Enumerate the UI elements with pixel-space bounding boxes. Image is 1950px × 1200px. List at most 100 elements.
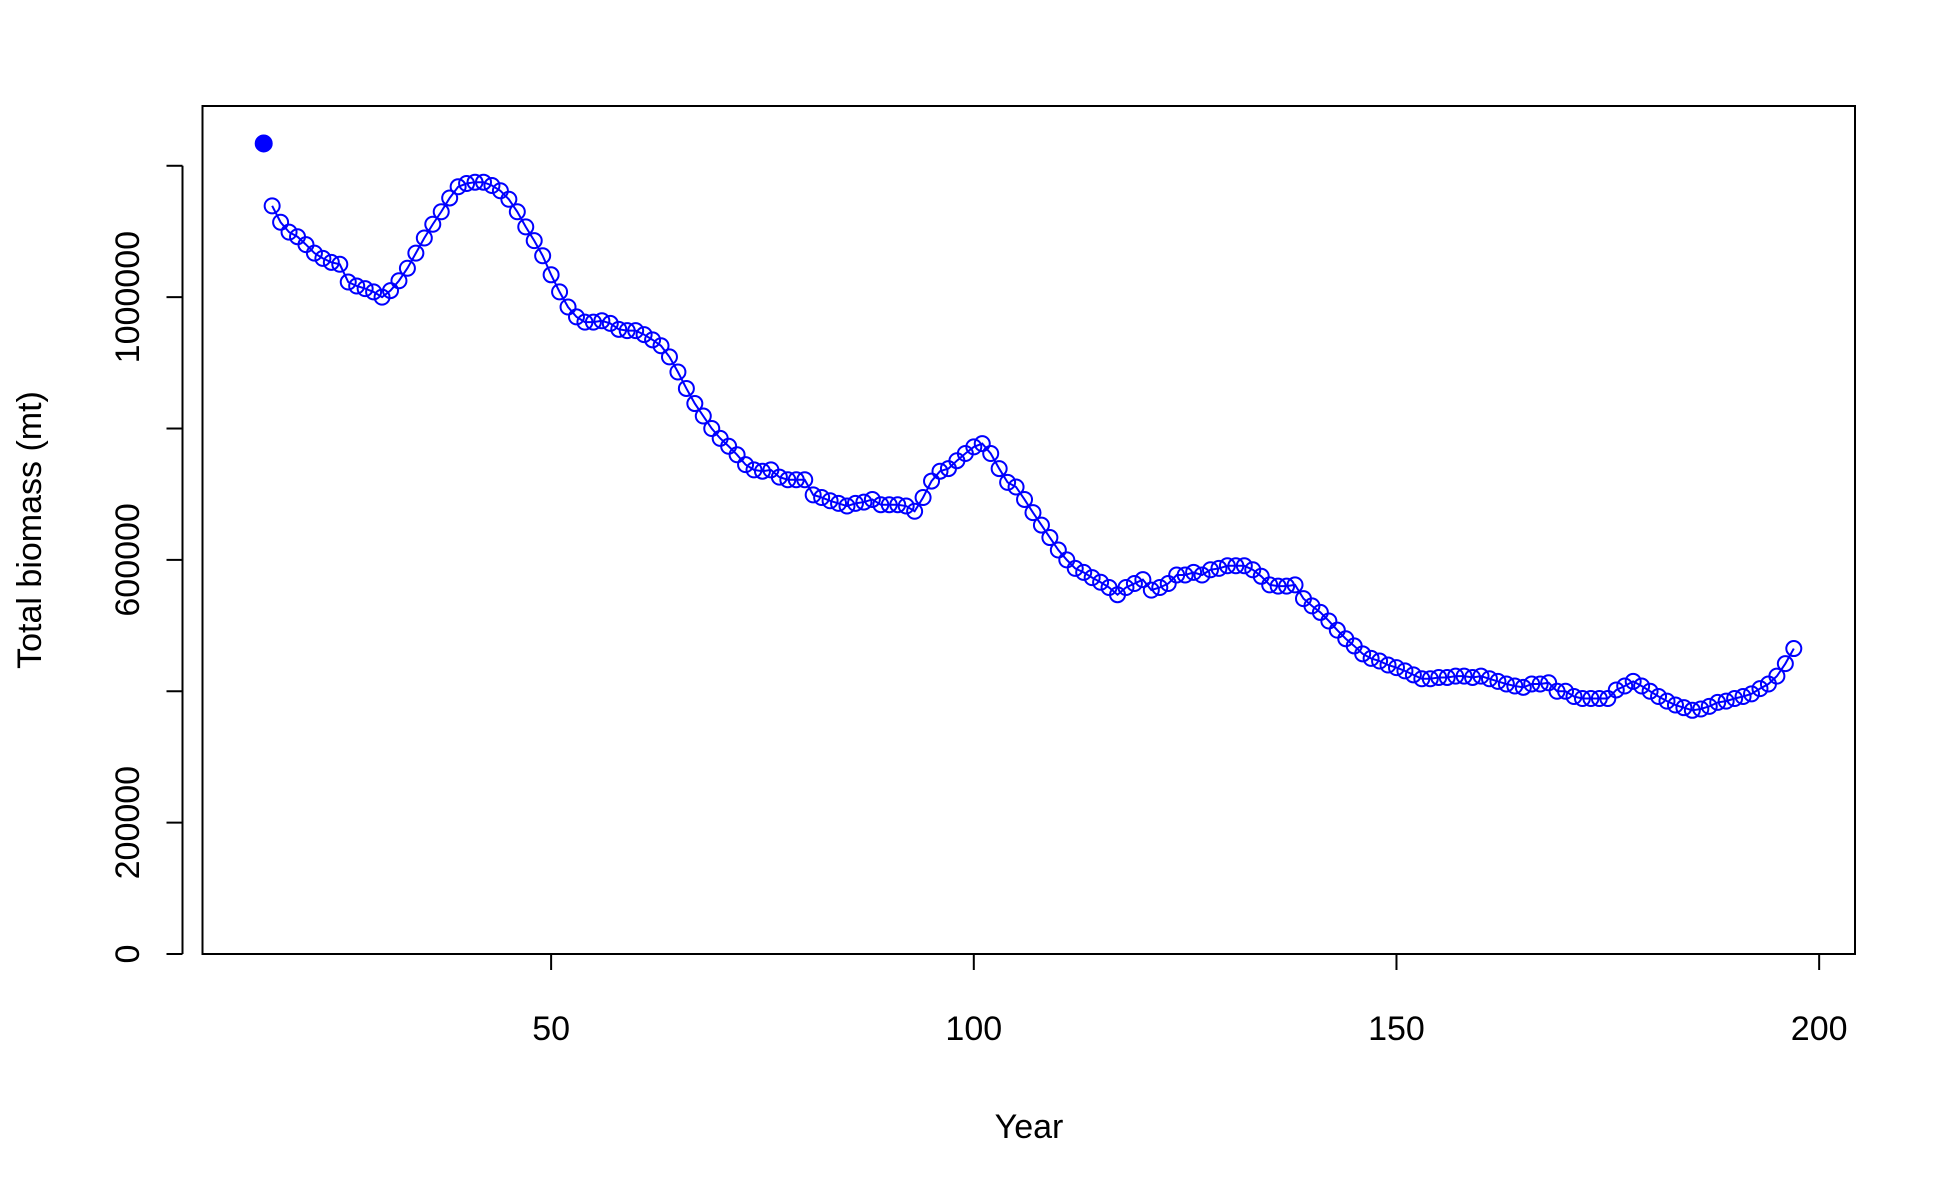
point [1734,688,1752,706]
point [914,488,932,506]
point [272,213,290,231]
x-axis-label: Year [995,1108,1064,1146]
point [1599,689,1617,707]
point [263,197,281,215]
point [931,462,949,480]
point [635,326,653,344]
point [601,314,619,332]
point [1480,670,1498,688]
point [1379,656,1397,674]
point [567,308,585,326]
point [610,320,628,338]
point [339,273,357,291]
point [1159,575,1177,593]
point [1396,662,1414,680]
point [821,492,839,510]
point [813,488,831,506]
point [559,298,577,316]
point [1151,578,1169,596]
point [906,502,924,520]
point [838,497,856,515]
point [1607,681,1625,699]
point [1464,668,1482,686]
point [770,468,788,486]
point [923,472,941,490]
point [1616,677,1634,695]
point [1075,563,1093,581]
point [745,461,763,479]
point [1658,692,1676,710]
point [1092,573,1110,591]
point [1447,667,1465,685]
point [1413,670,1431,688]
point [305,244,323,262]
point [1455,667,1473,685]
point [365,283,383,301]
point [737,456,755,474]
point [863,490,881,508]
point [855,493,873,511]
y-tick-label: 200000 [109,766,147,879]
point [1421,670,1439,688]
point [525,232,543,250]
point [1633,677,1651,695]
point [1278,577,1296,595]
x-tick-label: 150 [1368,1010,1425,1048]
point [398,259,416,277]
point [1007,478,1025,496]
point [1202,561,1220,579]
point [382,282,400,300]
point [728,446,746,464]
point [1117,578,1135,596]
point [1785,640,1803,658]
point [1590,689,1608,707]
point [787,471,805,489]
point [551,283,569,301]
point [1573,689,1591,707]
point [415,229,433,247]
point [1311,603,1329,621]
point [1058,551,1076,569]
point [458,175,476,193]
series-line [271,181,1795,712]
point [1768,667,1786,685]
point [1269,577,1287,595]
point [990,460,1008,478]
point [1692,700,1710,718]
point [973,435,991,453]
point [720,437,738,455]
point [534,247,552,265]
point [1497,675,1515,693]
point [1683,701,1701,719]
y-tick-label: 1000000 [109,231,147,363]
point [669,363,687,381]
point [466,173,484,191]
x-tick-label: 100 [945,1010,1002,1048]
point [1083,569,1101,587]
point [677,379,695,397]
point [1641,682,1659,700]
point [1354,645,1372,663]
point [1540,674,1558,692]
point [644,331,662,349]
point [1700,697,1718,715]
point [1041,529,1059,547]
point [1218,557,1236,575]
point [1675,699,1693,717]
point [897,497,915,515]
point [1016,490,1034,508]
point [627,322,645,340]
point [322,253,340,271]
point [703,420,721,438]
point [1404,666,1422,684]
point [1328,621,1346,639]
point [1557,682,1575,700]
point [576,313,594,331]
point [999,473,1017,491]
point [441,189,459,207]
point [1142,581,1160,599]
point [517,218,535,236]
point [500,190,518,208]
